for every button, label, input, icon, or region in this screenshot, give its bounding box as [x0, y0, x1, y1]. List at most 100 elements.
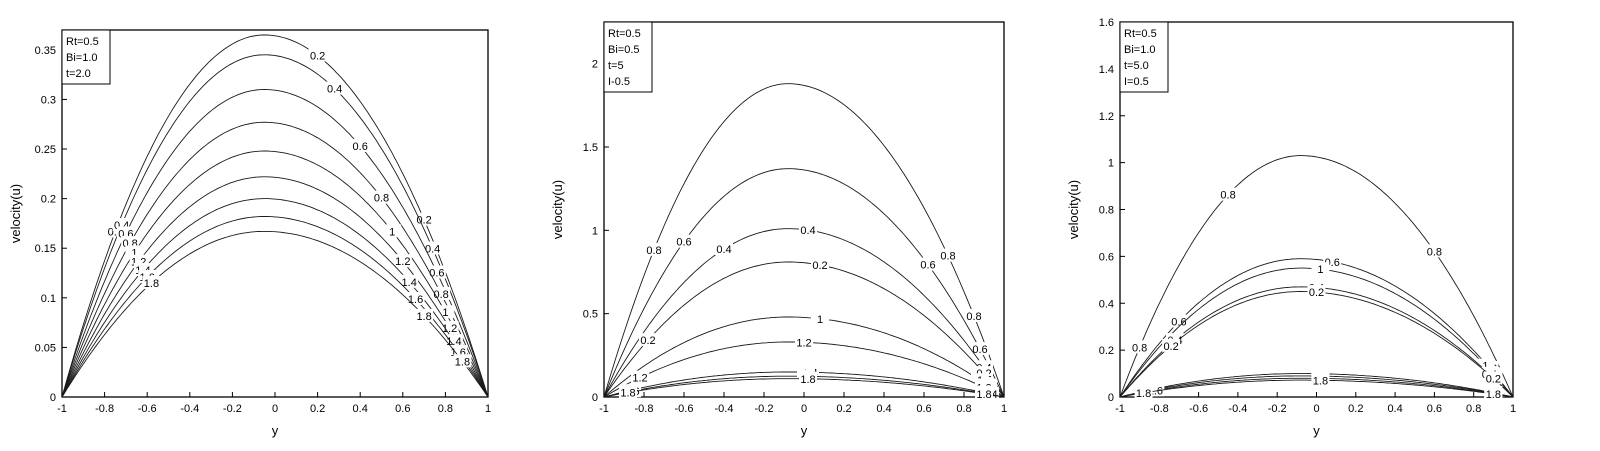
x-axis-label: y [272, 423, 279, 438]
series-label: 0.8 [1132, 342, 1147, 354]
series-label-background [400, 274, 419, 288]
y-tick-label: 0 [592, 392, 598, 404]
x-tick-label: 0.6 [916, 403, 931, 415]
series-label: 0.8 [646, 245, 661, 257]
series-label: 0.2 [640, 335, 655, 347]
series-line [61, 89, 489, 398]
series-label-background [351, 138, 370, 152]
legend-entry: t=5 [608, 60, 624, 72]
x-tick-label: -0.8 [1150, 403, 1169, 415]
series-line [61, 230, 489, 398]
series-label-background [453, 354, 472, 368]
x-tick-label: 0.6 [395, 403, 410, 415]
x-tick-label: 0.4 [353, 403, 368, 415]
series-label-background [142, 275, 161, 289]
legend-entry: Bi=1.0 [66, 52, 98, 64]
series-label: 0.6 [676, 237, 691, 249]
y-tick-label: 0 [50, 392, 56, 404]
series-label-background [372, 190, 391, 204]
series-label: 1.6 [408, 294, 423, 306]
y-tick-label: 1.5 [583, 142, 598, 154]
series-label: 0.2 [1309, 287, 1324, 299]
legend-entry: Rt=0.5 [1124, 28, 1157, 40]
x-tick-label: 0.4 [876, 403, 891, 415]
x-tick-label: 0.2 [1348, 403, 1363, 415]
series-label-background [631, 370, 649, 384]
series-label-background [436, 305, 455, 319]
series-line [61, 198, 489, 398]
series-line [61, 150, 489, 398]
x-tick-label: 0.6 [1427, 403, 1442, 415]
series-line [603, 316, 1005, 398]
series-label-background [1162, 338, 1181, 352]
legend [1119, 21, 1169, 93]
series-label: 1.8 [1136, 388, 1151, 400]
series-line [61, 176, 489, 398]
y-tick-label: 0.5 [583, 309, 598, 321]
series-label: 0.6 [1171, 317, 1186, 329]
y-axis-label: velocity(u) [8, 184, 23, 243]
series-label: 1 [817, 314, 823, 326]
series-label-background [975, 386, 993, 400]
series-label-background [1130, 340, 1149, 354]
y-tick-label: 0.6 [1099, 251, 1114, 263]
x-tick-label: 1 [1001, 403, 1007, 415]
y-tick-label: 0.25 [35, 144, 56, 156]
x-tick-label: 0.8 [956, 403, 971, 415]
series-label: 1 [442, 307, 448, 319]
series-line [1119, 155, 1514, 398]
series-label: 1.2 [395, 256, 410, 268]
series-label-background [919, 257, 937, 271]
series-label: 0.6 [972, 344, 987, 356]
x-tick-label: 0 [1313, 403, 1319, 415]
series-label-background [715, 242, 733, 256]
x-tick-label: -0.4 [715, 403, 734, 415]
series-label-background [639, 333, 657, 347]
series-label: 1.8 [800, 374, 815, 386]
y-tick-label: 0.15 [35, 243, 56, 255]
x-axis-label: y [801, 423, 808, 438]
series-label: 1 [389, 226, 395, 238]
series-label: 1.8 [144, 278, 159, 290]
y-tick-label: 1 [1108, 158, 1114, 170]
series-label: 0.8 [1220, 190, 1235, 202]
series-label-background [1169, 314, 1188, 328]
series-label-background [444, 334, 463, 348]
series-line [603, 261, 1005, 398]
x-tick-label: -0.4 [1228, 403, 1247, 415]
legend [603, 21, 653, 93]
series-label: 0.4 [800, 225, 815, 237]
x-tick-label: -1 [1115, 403, 1125, 415]
series-label: 0.2 [812, 260, 827, 272]
series-label: 0.2 [1163, 341, 1178, 353]
series-label: 1.4 [402, 277, 417, 289]
x-tick-label: -0.8 [95, 403, 114, 415]
legend-entry: I=0.5 [1124, 76, 1149, 88]
legend-entry: I-0.5 [608, 76, 630, 88]
series-label-background [645, 242, 663, 256]
legend-entry: t=2.0 [66, 68, 91, 80]
series-label: 0.8 [966, 311, 981, 323]
x-axis-label: y [1313, 423, 1320, 438]
series-label-background [811, 257, 829, 271]
chart-panel-3: -1 -0.8 -0.6 -0.4 -0.2 0 0.2 0.4 0.6 0.8 1 0 0.2 0.4 0… [1066, 17, 1516, 438]
series-label-background [675, 234, 693, 248]
x-tick-label: 1 [1510, 403, 1516, 415]
x-tick-label: 0.4 [1387, 403, 1402, 415]
x-tick-label: -1 [599, 403, 609, 415]
series-label: 0.4 [716, 244, 731, 256]
y-axis-label: velocity(u) [550, 180, 565, 239]
series-label-background [383, 224, 402, 238]
series-label: 1 [1482, 361, 1488, 373]
series-label-background [1134, 385, 1153, 399]
series-label: 0.2 [310, 50, 325, 62]
series-line [603, 83, 1005, 398]
x-tick-label: -0.2 [1268, 403, 1287, 415]
series-label-background [1307, 285, 1326, 299]
x-tick-label: -0.2 [755, 403, 774, 415]
series-line [603, 168, 1005, 398]
legend-entry: Rt=0.5 [66, 36, 99, 48]
series-label-background [1311, 262, 1330, 276]
chart-panel-2: -1 -0.8 -0.6 -0.4 -0.2 0 0.2 0.4 0.6 0.8 1 0 0.5 1 1.5… [550, 21, 1007, 438]
x-tick-label: -0.6 [675, 403, 694, 415]
